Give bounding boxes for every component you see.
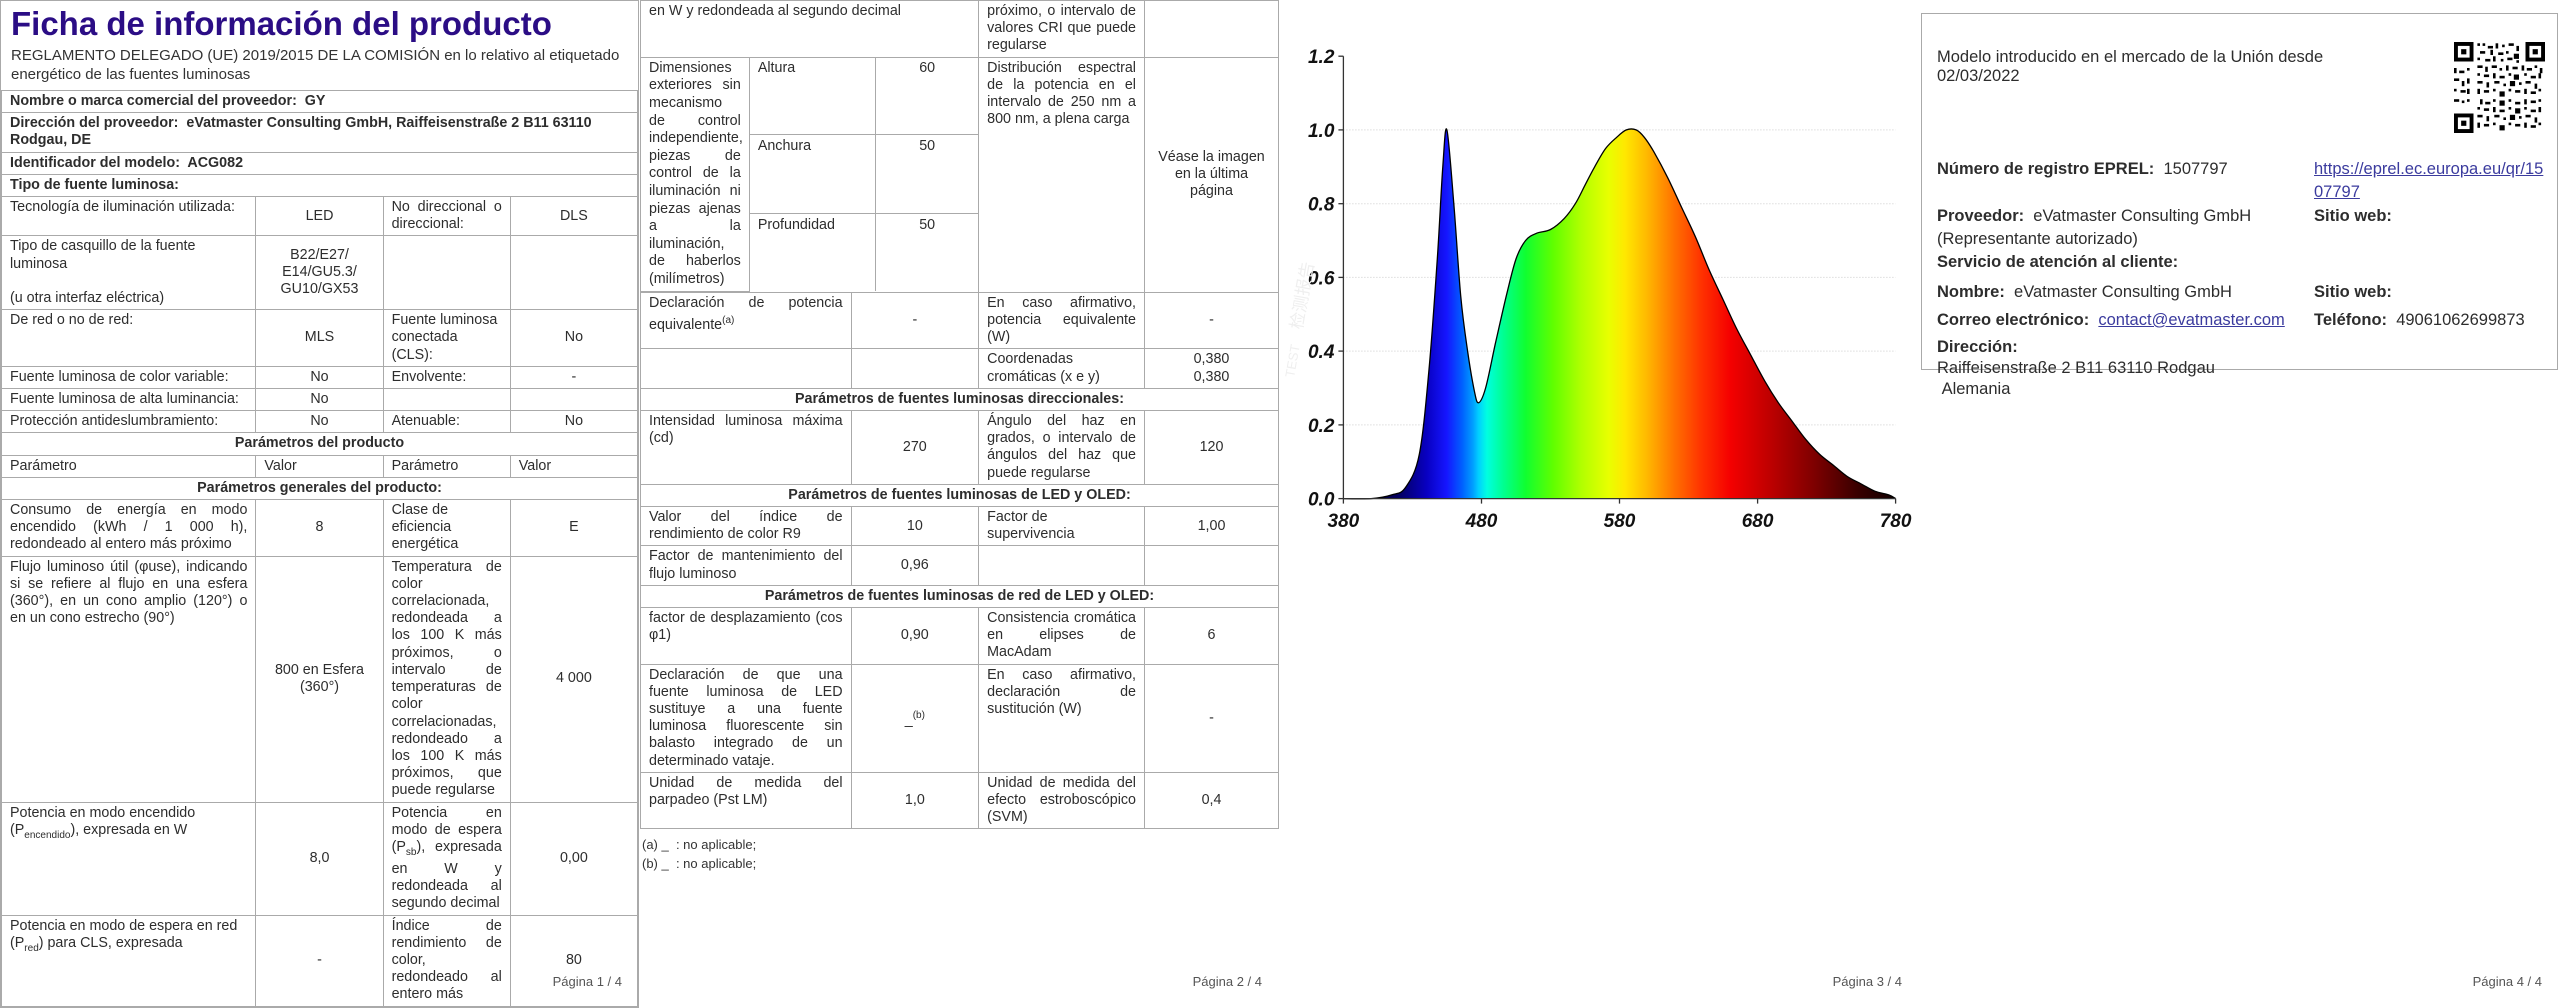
svg-text:检测报告: 检测报告 [1287, 260, 1318, 330]
svg-text:TEST: TEST [1282, 343, 1303, 378]
svg-text:1.2: 1.2 [1308, 47, 1335, 68]
svg-text:0.2: 0.2 [1308, 416, 1335, 437]
svg-text:380: 380 [1328, 511, 1360, 532]
svg-text:0.0: 0.0 [1308, 490, 1335, 511]
svg-text:680: 680 [1742, 511, 1774, 532]
svg-text:780: 780 [1880, 511, 1912, 532]
svg-text:0.4: 0.4 [1308, 342, 1335, 363]
svg-text:1.0: 1.0 [1308, 121, 1335, 142]
svg-text:580: 580 [1604, 511, 1636, 532]
svg-text:0.8: 0.8 [1308, 195, 1335, 216]
svg-text:480: 480 [1465, 511, 1498, 532]
